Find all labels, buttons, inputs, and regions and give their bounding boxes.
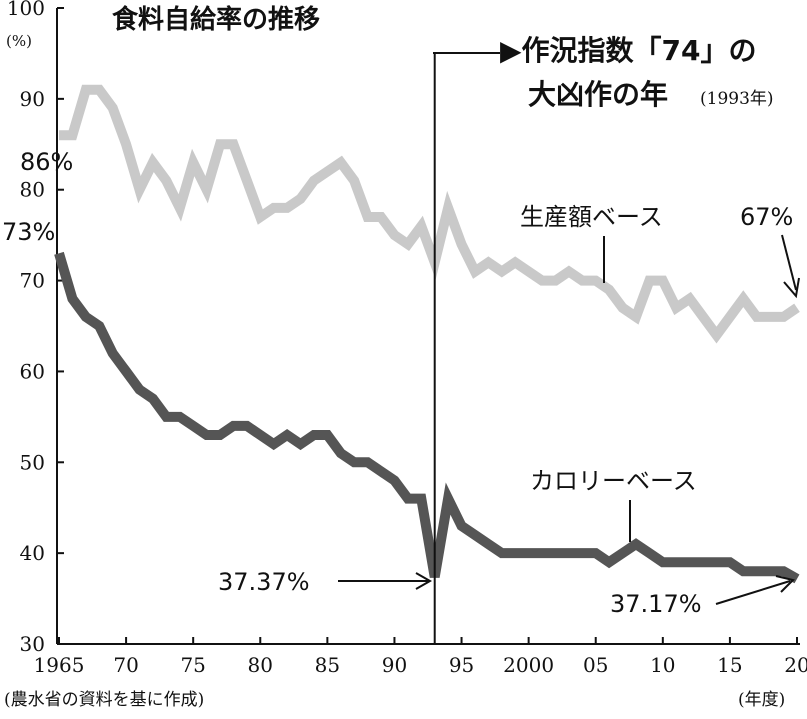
x-tick-label: 20 <box>784 653 807 677</box>
x-tick-label: 05 <box>583 653 608 677</box>
x-tick-label: 15 <box>717 653 742 677</box>
x-tick-label: 95 <box>449 653 474 677</box>
y-tick-label: 70 <box>20 269 45 293</box>
y-tick-label: 100 <box>7 0 45 20</box>
y-tick-group: 30 40 50 60 70 80 90 100 <box>7 0 64 656</box>
series-label-production: 生産額ベース <box>520 203 663 231</box>
value-label-production-start: 86% <box>20 148 73 176</box>
value-label-production-end: 67% <box>740 203 793 231</box>
y-tick-label: 80 <box>20 178 45 202</box>
x-tick-label: 1965 <box>34 653 85 677</box>
y-tick-label: 90 <box>20 87 45 111</box>
y-tick-label: 40 <box>20 541 45 565</box>
event-label-line2: 大凶作の年 <box>528 78 668 111</box>
x-tick-label: 80 <box>248 653 273 677</box>
chart-title: 食料自給率の推移 <box>112 4 320 35</box>
x-tick-label: 70 <box>113 653 138 677</box>
x-tick-label: 90 <box>382 653 407 677</box>
x-tick-label: 85 <box>315 653 340 677</box>
y-tick-label: 30 <box>20 632 45 656</box>
event-year-label: (1993年) <box>700 89 774 109</box>
event-label-line1: ▶作況指数「74」の <box>500 34 757 67</box>
series-label-calorie: カロリーベース <box>530 467 697 495</box>
x-tick-label: 2000 <box>503 653 554 677</box>
x-unit-label: (年度) <box>738 690 785 710</box>
y-unit-label: (%) <box>6 32 32 50</box>
arrow-calorie-end <box>715 575 795 605</box>
arrow-production-end <box>781 234 800 299</box>
x-tick-group: 1965 70 75 80 85 90 95 2000 05 10 15 20 <box>34 637 807 677</box>
x-tick-label: 75 <box>180 653 205 677</box>
source-caption: (農水省の資料を基に作成) <box>4 690 204 710</box>
y-tick-label: 50 <box>20 450 45 474</box>
value-label-calorie-end: 37.17% <box>610 590 702 618</box>
x-tick-label: 10 <box>650 653 675 677</box>
arrow-calorie-min <box>338 572 433 590</box>
value-label-calorie-min: 37.37% <box>218 568 310 596</box>
series-line-calorie <box>54 251 800 584</box>
series-line-production <box>59 84 800 344</box>
value-label-calorie-start: 73% <box>2 218 55 246</box>
y-tick-label: 60 <box>20 359 45 383</box>
